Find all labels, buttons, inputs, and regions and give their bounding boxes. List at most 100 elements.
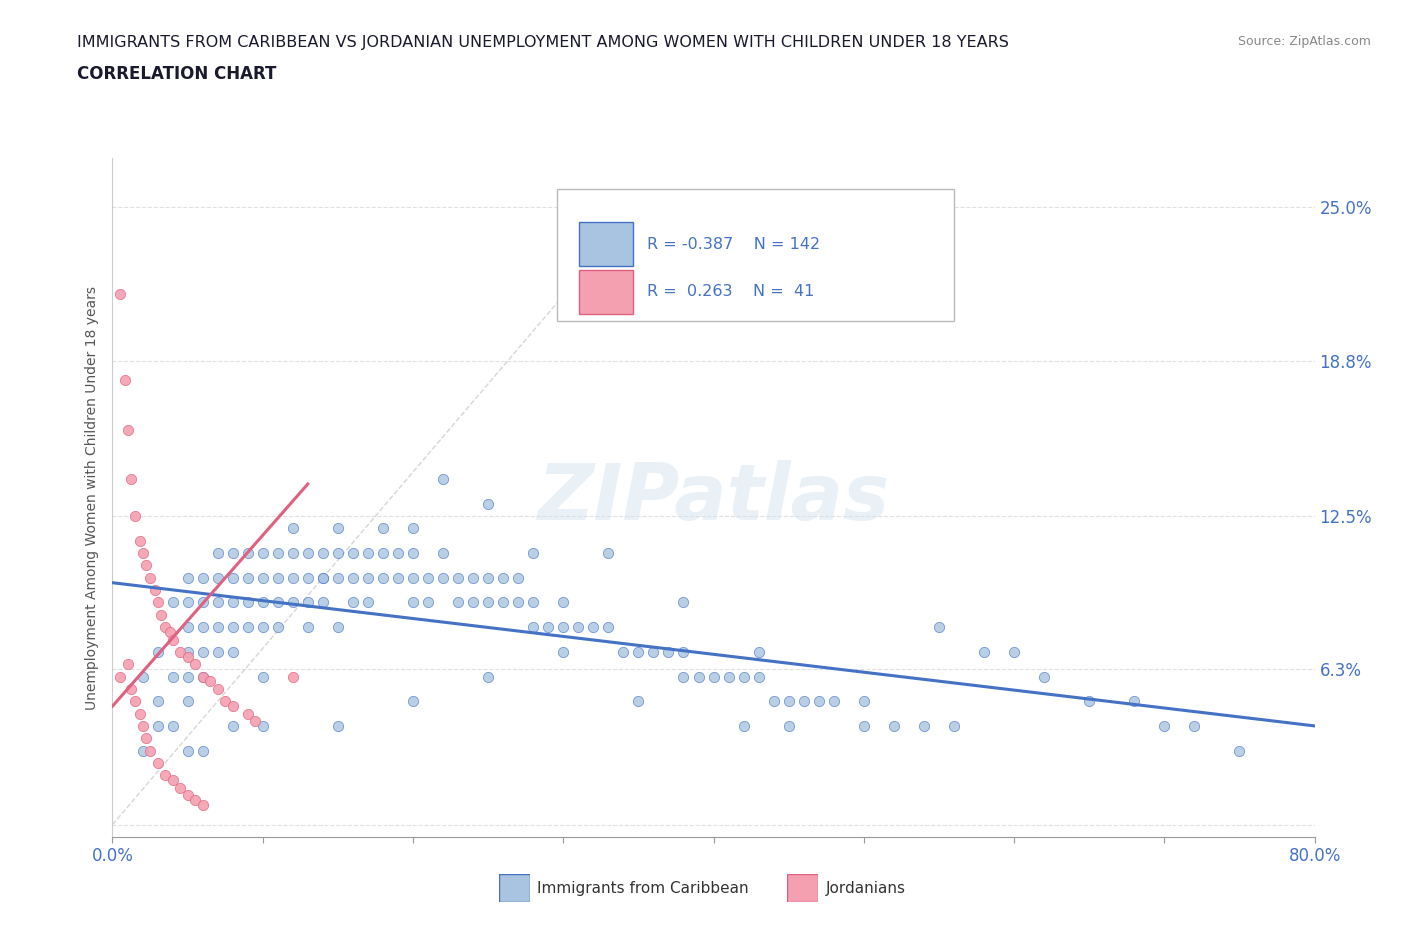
Point (432, 546, 454, 561)
Point (191, 570, 214, 585)
Point (357, 570, 380, 585)
Point (252, 595, 274, 610)
Point (117, 422, 139, 437)
Point (108, 669, 131, 684)
Point (371, 521, 394, 536)
Point (131, 743, 153, 758)
Point (748, 669, 770, 684)
Point (176, 743, 198, 758)
Point (281, 521, 304, 536)
Point (162, 773, 184, 788)
Point (627, 644, 650, 659)
Point (371, 570, 394, 585)
Point (402, 521, 425, 536)
Point (131, 546, 153, 561)
Point (582, 619, 605, 634)
Point (1078, 694, 1101, 709)
Point (357, 595, 380, 610)
Point (657, 644, 679, 659)
Point (1229, 743, 1251, 758)
Point (139, 743, 162, 758)
Point (297, 546, 319, 561)
Point (162, 669, 184, 684)
Point (522, 619, 544, 634)
Point (627, 694, 650, 709)
Point (222, 570, 245, 585)
Point (461, 570, 484, 585)
Point (159, 625, 181, 640)
Point (124, 509, 146, 524)
Point (387, 546, 409, 561)
Point (461, 595, 484, 610)
Point (326, 521, 349, 536)
Point (537, 619, 560, 634)
Point (508, 570, 530, 585)
Point (883, 719, 905, 734)
Point (357, 546, 380, 561)
Point (191, 669, 214, 684)
Point (912, 719, 935, 734)
Point (522, 546, 544, 561)
Point (852, 694, 875, 709)
Point (297, 570, 319, 585)
Point (402, 570, 425, 585)
Point (643, 644, 665, 659)
Point (222, 644, 245, 659)
Point (176, 694, 198, 709)
Point (236, 619, 259, 634)
Point (688, 669, 710, 684)
Point (852, 719, 875, 734)
Point (135, 731, 157, 746)
Point (297, 595, 319, 610)
Point (748, 644, 770, 659)
Point (236, 546, 259, 561)
Point (128, 533, 150, 548)
Point (672, 644, 695, 659)
Point (267, 546, 290, 561)
Point (207, 682, 229, 697)
Point (146, 694, 169, 709)
Point (191, 669, 214, 684)
Point (371, 546, 394, 561)
Point (207, 595, 229, 610)
Point (214, 694, 236, 709)
Point (267, 595, 290, 610)
Point (1153, 719, 1175, 734)
Point (928, 619, 950, 634)
Point (245, 713, 267, 728)
Point (387, 570, 409, 585)
Point (207, 619, 229, 634)
Point (477, 570, 499, 585)
Point (702, 669, 725, 684)
Point (252, 546, 274, 561)
Point (153, 768, 176, 783)
Point (169, 644, 191, 659)
Point (492, 570, 515, 585)
Point (553, 644, 575, 659)
Point (146, 644, 169, 659)
Point (191, 797, 214, 812)
Point (281, 595, 304, 610)
Point (252, 570, 274, 585)
Point (222, 595, 245, 610)
Point (762, 694, 785, 709)
Point (1033, 669, 1056, 684)
Point (1123, 694, 1146, 709)
Point (222, 698, 245, 713)
Point (326, 570, 349, 585)
Text: IMMIGRANTS FROM CARIBBEAN VS JORDANIAN UNEMPLOYMENT AMONG WOMEN WITH CHILDREN UN: IMMIGRANTS FROM CARIBBEAN VS JORDANIAN U… (77, 35, 1010, 50)
Point (176, 669, 198, 684)
Point (149, 607, 172, 622)
Text: Immigrants from Caribbean: Immigrants from Caribbean (537, 881, 749, 896)
Point (402, 694, 425, 709)
Point (717, 669, 740, 684)
Text: R = -0.387    N = 142: R = -0.387 N = 142 (647, 237, 821, 252)
Point (252, 719, 274, 734)
Point (522, 595, 544, 610)
Point (222, 719, 245, 734)
Point (477, 595, 499, 610)
Point (281, 546, 304, 561)
Point (108, 286, 131, 301)
Point (793, 694, 815, 709)
Point (139, 570, 162, 585)
